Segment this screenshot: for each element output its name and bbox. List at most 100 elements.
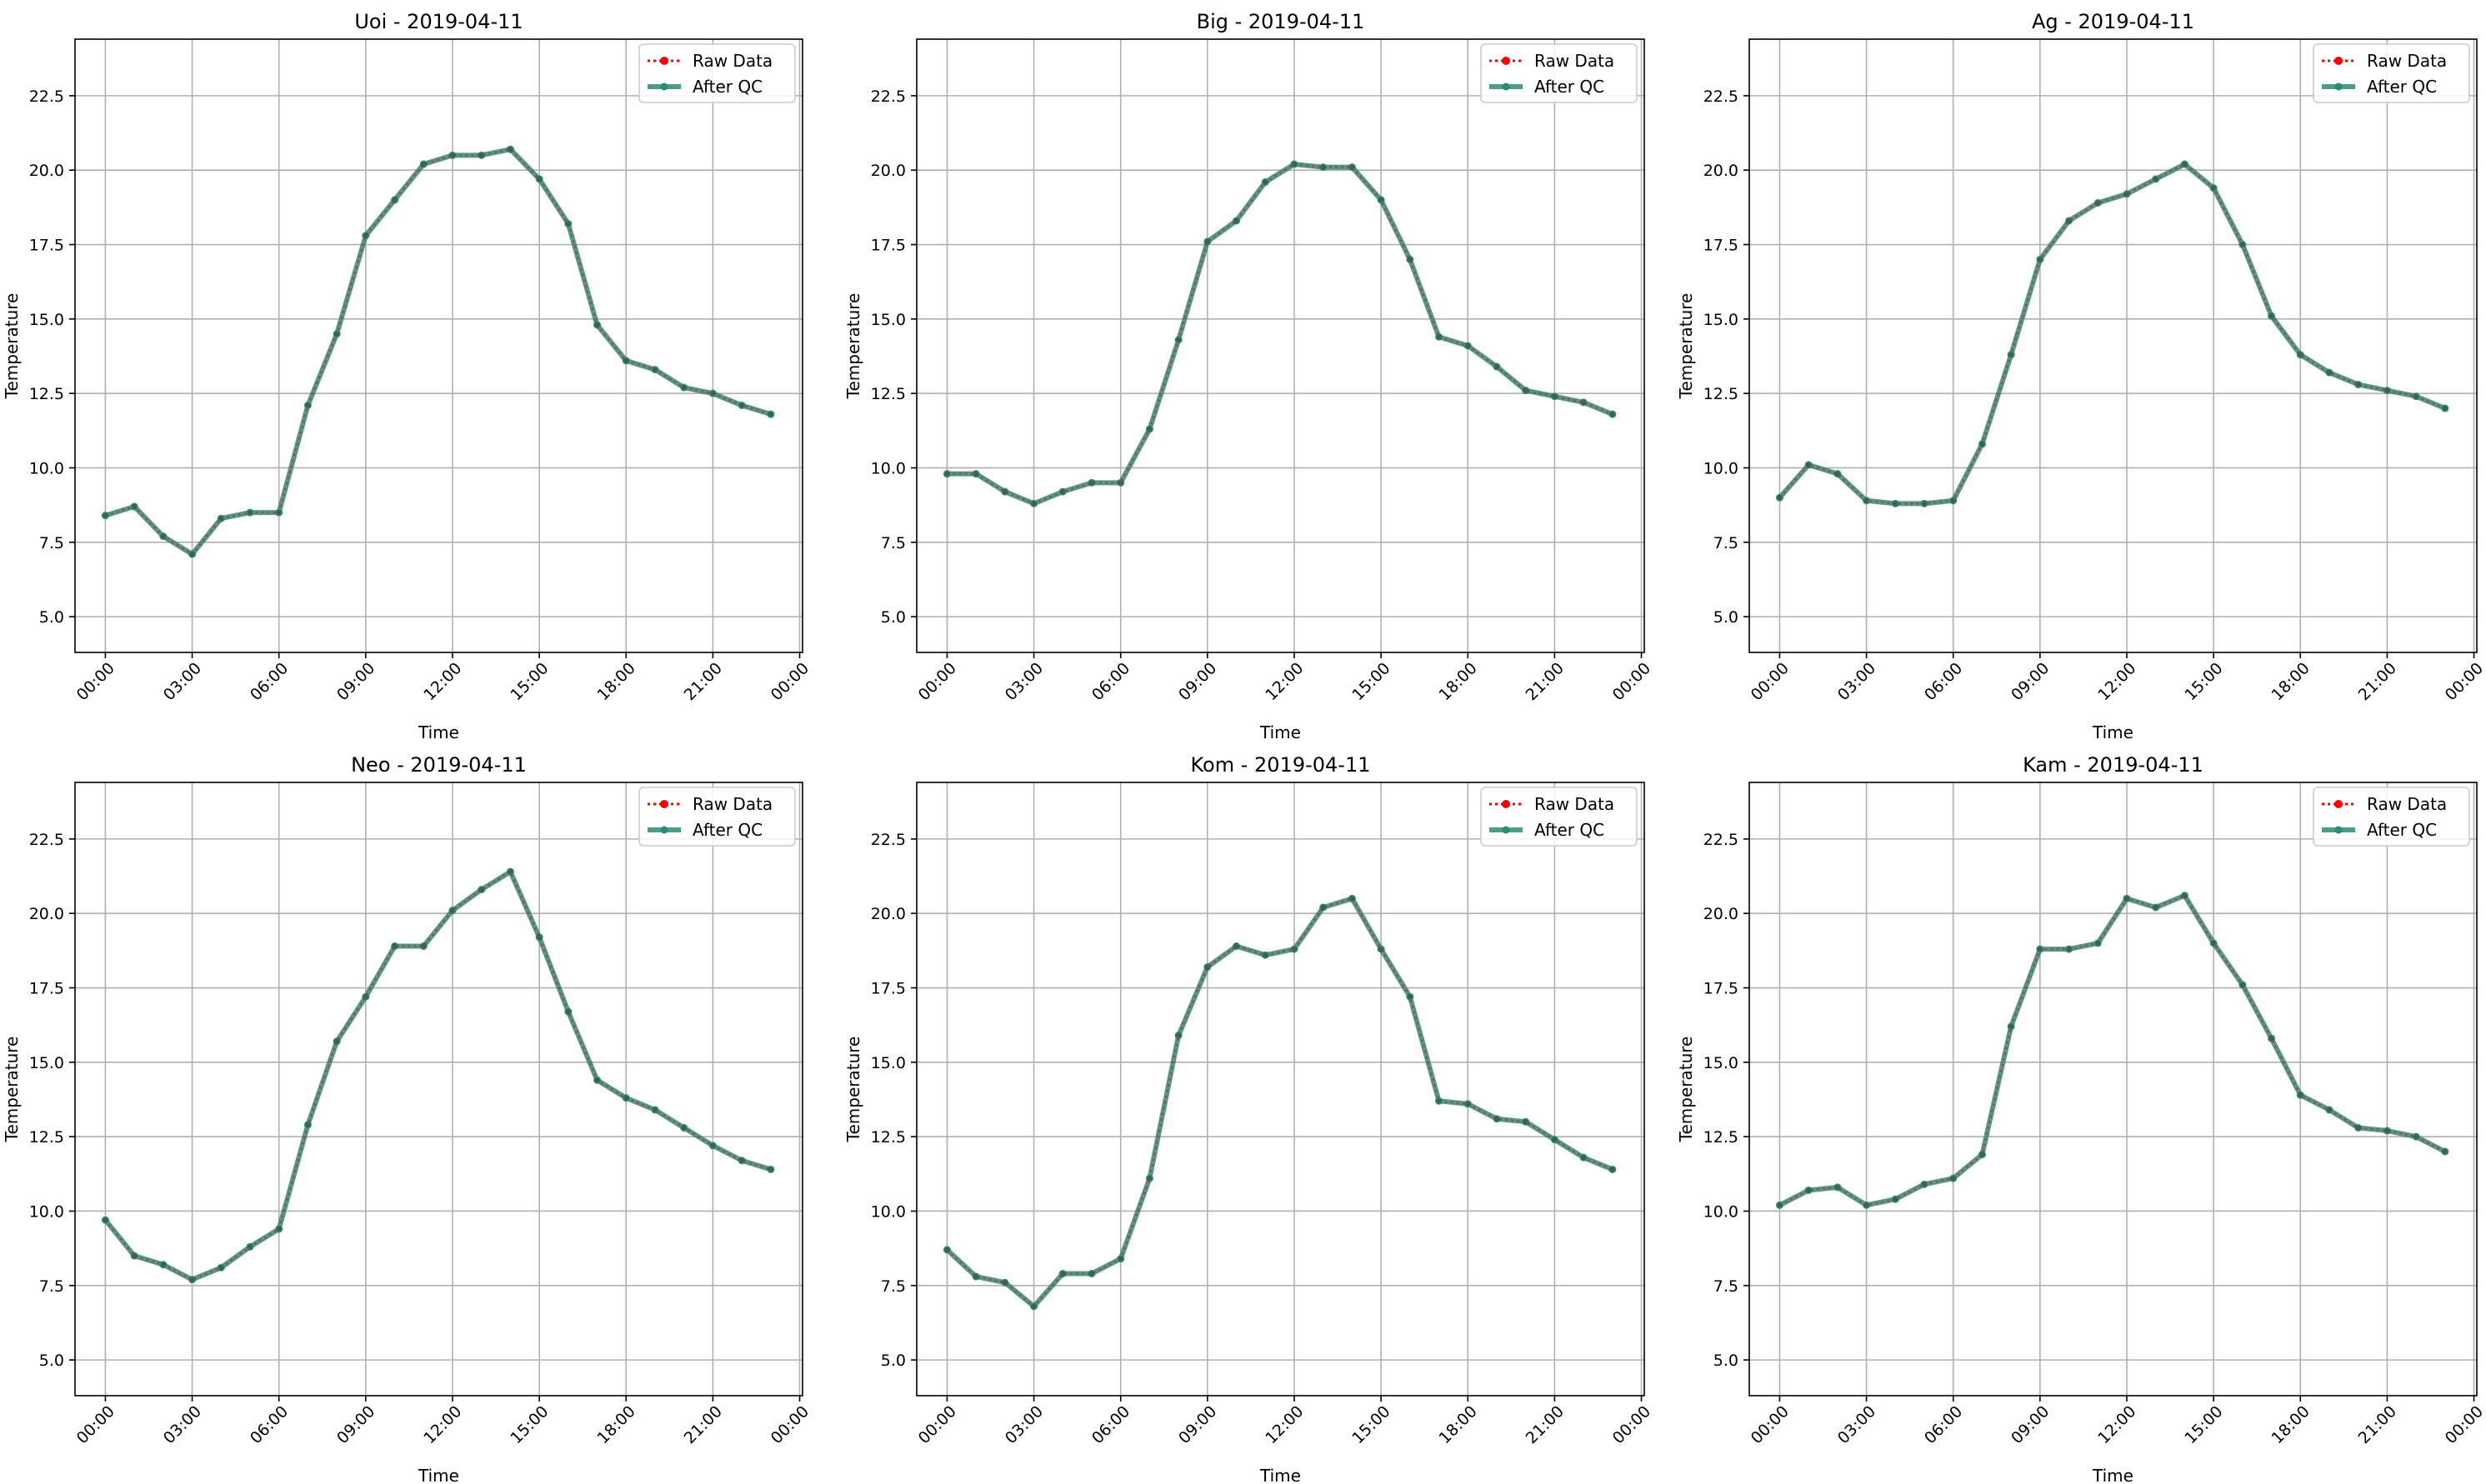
y-tick-label: 15.0 xyxy=(29,1054,64,1072)
point-raw-data xyxy=(652,1107,658,1113)
point-raw-data xyxy=(944,471,950,477)
point-raw-data xyxy=(421,943,427,949)
subplot-5: 5.0 7.5 10.0 12.5 15.0 17.5 20.0 22.5 00:00 03:00… xyxy=(1676,753,2486,1484)
y-tick-label: 7.5 xyxy=(39,534,64,552)
legend-label-after-qc: After QC xyxy=(1534,820,1604,840)
point-raw-data xyxy=(1893,1197,1898,1202)
y-tick-label: 17.5 xyxy=(871,980,906,998)
legend-label-raw-data: Raw Data xyxy=(2367,51,2447,71)
point-raw-data xyxy=(1581,399,1587,405)
point-raw-data xyxy=(1950,497,1956,503)
x-tick-label: 03:00 xyxy=(160,1402,205,1447)
point-raw-data xyxy=(1002,489,1008,495)
x-axis-label: Time xyxy=(1259,1466,1301,1484)
y-axis-label: Temperature xyxy=(2,1037,22,1143)
y-axis-label: Temperature xyxy=(1676,1037,1696,1143)
legend: Raw Data After QC xyxy=(638,787,796,847)
y-tick-label: 17.5 xyxy=(1703,237,1738,255)
y-tick-label: 22.5 xyxy=(1703,87,1738,106)
legend-marker-raw-data xyxy=(1502,800,1510,808)
x-tick-label: 18:00 xyxy=(594,1402,639,1447)
point-raw-data xyxy=(1523,387,1528,393)
x-tick-label: 18:00 xyxy=(2268,1402,2313,1447)
point-raw-data xyxy=(1436,1098,1442,1104)
x-axis-label: Time xyxy=(2092,1466,2133,1484)
x-tick-label: 21:00 xyxy=(681,659,726,704)
legend-marker-after-qc xyxy=(1502,826,1510,834)
y-tick-label: 7.5 xyxy=(881,534,906,552)
y-tick-label: 7.5 xyxy=(1713,1277,1738,1296)
point-raw-data xyxy=(739,1157,745,1163)
x-tick-label: 00:00 xyxy=(915,1402,960,1447)
point-raw-data xyxy=(2355,382,2361,387)
point-raw-data xyxy=(1233,943,1239,949)
y-tick-label: 22.5 xyxy=(871,831,906,849)
point-raw-data xyxy=(449,152,455,158)
point-raw-data xyxy=(160,533,166,539)
y-tick-label: 12.5 xyxy=(871,1128,906,1147)
point-raw-data xyxy=(392,943,398,949)
point-raw-data xyxy=(2037,947,2043,952)
y-tick-label: 17.5 xyxy=(871,237,906,255)
legend-marker-after-qc xyxy=(660,826,668,834)
y-tick-label: 22.5 xyxy=(1703,831,1738,849)
point-raw-data xyxy=(1922,501,1928,507)
point-raw-data xyxy=(1407,257,1413,262)
x-tick-label: 12:00 xyxy=(2094,1402,2139,1447)
point-raw-data xyxy=(1349,896,1355,902)
y-axis-label: Temperature xyxy=(843,1037,863,1143)
point-raw-data xyxy=(189,1277,195,1282)
series-line-after-qc xyxy=(1778,892,2447,1208)
y-tick-label: 5.0 xyxy=(1713,1352,1738,1370)
series-line-after-qc xyxy=(945,896,1613,1309)
x-tick-label: 06:00 xyxy=(1088,659,1133,704)
grid xyxy=(1749,782,2477,1396)
point-raw-data xyxy=(1609,412,1615,417)
x-tick-label: 06:00 xyxy=(1921,659,1966,704)
subplot-3: 5.0 7.5 10.0 12.5 15.0 17.5 20.0 22.5 00:00 03:00… xyxy=(2,753,813,1484)
x-tick-label: 15:00 xyxy=(1348,1402,1393,1447)
grid xyxy=(75,782,803,1396)
legend-marker-raw-data xyxy=(660,57,668,65)
point-raw-data xyxy=(1176,1032,1182,1038)
point-raw-data xyxy=(2268,313,2274,319)
point-raw-data xyxy=(2211,940,2217,946)
point-raw-data xyxy=(1979,1152,1985,1157)
series-line-raw-data xyxy=(104,870,772,1281)
y-tick-label: 20.0 xyxy=(29,905,64,923)
point-raw-data xyxy=(768,412,773,417)
point-raw-data xyxy=(2153,176,2158,182)
x-tick-label: 03:00 xyxy=(1834,659,1879,704)
point-raw-data xyxy=(710,1142,716,1148)
x-tick-label: 00:00 xyxy=(915,659,960,704)
y-tick-label: 15.0 xyxy=(1703,1054,1738,1072)
y-tick-label: 15.0 xyxy=(29,311,64,329)
point-raw-data xyxy=(973,1274,979,1280)
point-raw-data xyxy=(1834,471,1840,477)
x-tick-label: 00:00 xyxy=(768,1402,813,1447)
series-line-raw-data xyxy=(1778,894,2446,1207)
point-raw-data xyxy=(2095,200,2101,206)
x-tick-label: 15:00 xyxy=(507,1402,552,1447)
x-tick-label: 06:00 xyxy=(1088,1402,1133,1447)
x-tick-label: 00:00 xyxy=(2442,659,2486,704)
point-raw-data xyxy=(478,887,484,892)
y-tick-label: 12.5 xyxy=(29,385,64,403)
y-tick-label: 12.5 xyxy=(29,1128,64,1147)
series-line-raw-data xyxy=(1778,162,2446,505)
y-tick-label: 10.0 xyxy=(29,459,64,477)
point-raw-data xyxy=(449,907,455,913)
y-tick-label: 10.0 xyxy=(1703,1202,1738,1221)
point-raw-data xyxy=(768,1167,773,1172)
point-raw-data xyxy=(1060,1271,1066,1277)
point-raw-data xyxy=(1176,337,1182,342)
point-raw-data xyxy=(1031,501,1037,507)
y-tick-label: 17.5 xyxy=(1703,980,1738,998)
point-raw-data xyxy=(1806,1187,1812,1193)
series-line-after-qc xyxy=(104,147,772,557)
x-tick-label: 09:00 xyxy=(2008,659,2053,704)
point-raw-data xyxy=(2384,387,2390,393)
point-raw-data xyxy=(537,934,543,940)
point-raw-data xyxy=(1060,489,1066,495)
